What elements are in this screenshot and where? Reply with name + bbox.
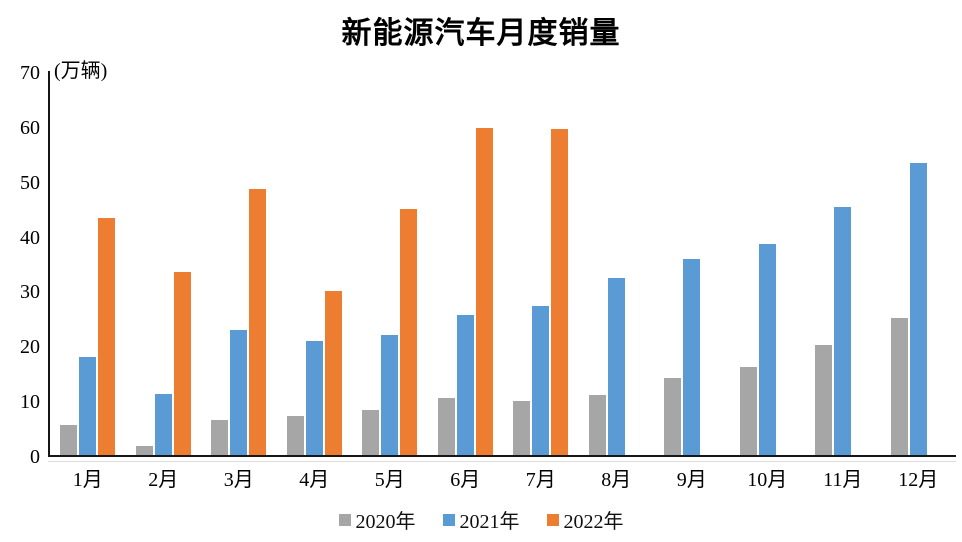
bar-2020年-10月: [739, 367, 757, 455]
bar-2021年-12月: [909, 163, 927, 455]
y-tick-label: 40: [20, 226, 40, 249]
y-tick-label: 50: [20, 171, 40, 194]
bar-group-5月: [352, 71, 428, 455]
bar-2021年-2月: [154, 394, 172, 455]
legend-item-2022年: 2022年: [546, 505, 624, 534]
bar-group-9月: [654, 71, 730, 455]
x-tick-label: 8月: [601, 469, 632, 491]
x-tick-label: 4月: [299, 469, 330, 491]
bar-2022年-6月: [475, 128, 493, 455]
y-axis-unit-label: (万辆): [54, 60, 108, 82]
bar-2021年-10月: [758, 244, 776, 455]
bar-group-8月: [579, 71, 655, 455]
bar-group-4月: [277, 71, 353, 455]
bar-group-11月: [805, 71, 881, 455]
x-axis: 1月 2月 3月 4月 5月 6月 7月 8月 9月 10月 11月 12月: [50, 463, 956, 492]
legend-swatch-icon: [442, 513, 455, 526]
bar-2020年-2月: [135, 446, 153, 455]
bar-2020年-4月: [286, 416, 304, 455]
bar-2021年-6月: [456, 315, 474, 455]
bar-2022年-2月: [173, 272, 191, 455]
bar-2021年-4月: [305, 341, 323, 455]
bar-2021年-3月: [230, 330, 248, 455]
bar-2022年-4月: [324, 291, 342, 455]
x-tick-label: 5月: [374, 469, 405, 491]
plot-area: [48, 71, 957, 462]
bar-2021年-11月: [834, 207, 852, 455]
bar-2020年-6月: [437, 398, 455, 455]
bar-2020年-8月: [588, 395, 606, 455]
bar-2022年-3月: [249, 189, 267, 455]
bar-2021年-9月: [683, 259, 701, 455]
bar-group-3月: [201, 71, 277, 455]
bar-group-12月: [881, 71, 957, 455]
x-tick-label: 11月: [823, 469, 863, 491]
legend-label: 2022年: [563, 511, 624, 533]
bar-2022年-1月: [98, 218, 116, 455]
bar-2021年-7月: [532, 306, 550, 455]
x-tick-label: 7月: [525, 469, 556, 491]
x-tick-label: 9月: [676, 469, 707, 491]
bar-2020年-3月: [211, 420, 229, 455]
bar-2021年-1月: [79, 357, 97, 455]
y-tick-label: 70: [20, 62, 40, 84]
x-tick-label: 1月: [72, 469, 103, 491]
bar-2020年-9月: [664, 378, 682, 455]
x-tick-label: 12月: [898, 469, 939, 491]
y-axis: 0 10 20 30 40 50 60 70: [0, 62, 40, 468]
x-tick-label: 6月: [450, 469, 481, 491]
bar-group-7月: [503, 71, 579, 455]
bar-group-1月: [50, 71, 126, 455]
legend: 2020年 2021年 2022年: [0, 505, 962, 534]
bar-2020年-7月: [513, 401, 531, 455]
bar-2022年-5月: [400, 209, 418, 455]
x-tick-label: 2月: [148, 469, 179, 491]
legend-swatch-icon: [338, 513, 351, 526]
chart-title: 新能源汽车月度销量: [341, 17, 621, 50]
bar-2021年-5月: [381, 335, 399, 455]
y-tick-label: 10: [20, 391, 40, 414]
bar-2020年-5月: [362, 410, 380, 455]
y-tick-label: 0: [30, 446, 40, 468]
bar-group-6月: [428, 71, 504, 455]
bar-2020年-1月: [60, 425, 78, 455]
y-tick-label: 30: [20, 281, 40, 304]
bar-2020年-12月: [890, 318, 908, 455]
x-tick-label: 3月: [223, 469, 254, 491]
bar-2021年-8月: [607, 278, 625, 455]
legend-swatch-icon: [546, 513, 559, 526]
y-tick-label: 20: [20, 336, 40, 359]
bar-2022年-7月: [551, 129, 569, 455]
bar-group-10月: [730, 71, 806, 455]
x-tick-label: 10月: [747, 469, 788, 491]
legend-item-2020年: 2020年: [338, 505, 416, 534]
y-tick-label: 60: [20, 116, 40, 139]
legend-item-2021年: 2021年: [442, 505, 520, 534]
bar-2020年-11月: [815, 345, 833, 455]
legend-label: 2020年: [355, 511, 416, 533]
bar-group-2月: [126, 71, 202, 455]
legend-label: 2021年: [459, 511, 520, 533]
